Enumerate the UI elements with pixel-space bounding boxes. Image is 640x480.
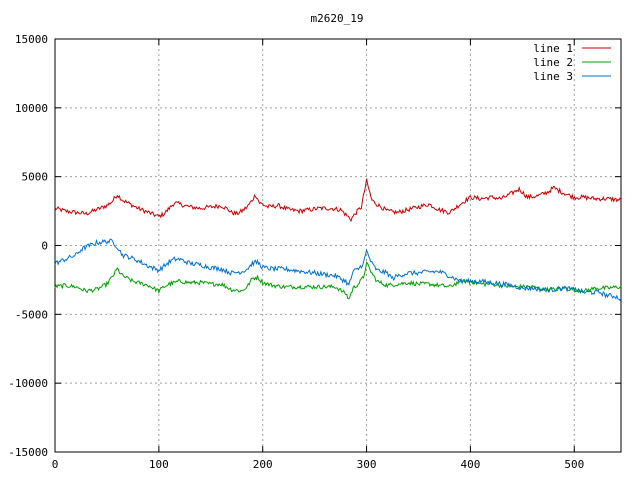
series-line-1 bbox=[54, 178, 622, 223]
chart-title: m2620_19 bbox=[311, 12, 364, 25]
legend-label-1: line 1 bbox=[533, 42, 573, 55]
y-tick-label: -5000 bbox=[15, 308, 48, 321]
x-tick-label: 200 bbox=[253, 458, 273, 471]
axis-ticks: 0 100 200 300 400 500 -15000 -10000 -5000 0 5000 10… bbox=[8, 33, 621, 471]
legend-label-3: line 3 bbox=[533, 70, 573, 83]
y-tick-label: -15000 bbox=[8, 446, 48, 459]
y-tick-label: 5000 bbox=[22, 171, 49, 184]
x-tick-label: 300 bbox=[357, 458, 377, 471]
series-line-3 bbox=[54, 238, 622, 302]
series-group bbox=[54, 178, 622, 302]
y-tick-label: 15000 bbox=[15, 33, 48, 46]
y-tick-label: -10000 bbox=[8, 377, 48, 390]
legend-label-2: line 2 bbox=[533, 56, 573, 69]
x-tick-label: 400 bbox=[460, 458, 480, 471]
y-tick-label: 10000 bbox=[15, 102, 48, 115]
x-tick-label: 100 bbox=[149, 458, 169, 471]
x-tick-label: 500 bbox=[564, 458, 584, 471]
x-tick-label: 0 bbox=[52, 458, 59, 471]
y-tick-label: 0 bbox=[41, 240, 48, 253]
grid-lines bbox=[55, 39, 621, 452]
